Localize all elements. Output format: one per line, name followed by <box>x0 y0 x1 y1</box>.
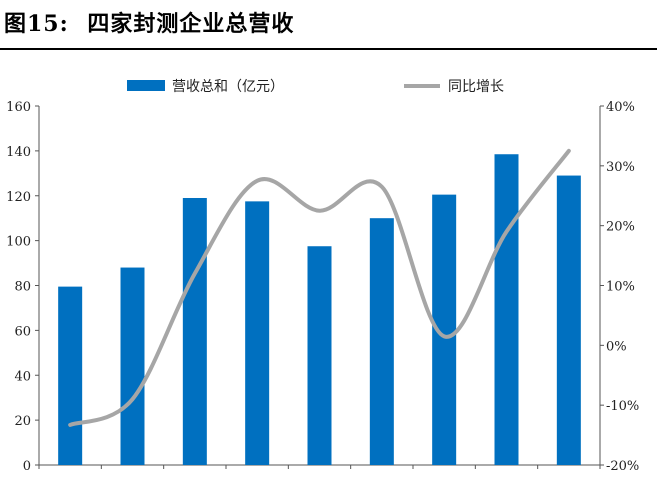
legend-line-label: 同比增长 <box>448 79 504 95</box>
right-tick-label: 20% <box>606 220 635 235</box>
left-tick-label: 160 <box>6 100 31 115</box>
right-tick-label: -20% <box>606 459 639 474</box>
left-tick-label: 20 <box>14 414 31 429</box>
left-tick-label: 0 <box>23 459 31 474</box>
revenue-bar <box>120 267 145 465</box>
revenue-bar <box>58 286 83 465</box>
left-tick-label: 40 <box>14 369 31 384</box>
right-tick-label: 40% <box>606 100 635 115</box>
right-tick-label: 10% <box>606 280 635 295</box>
title-divider <box>0 48 657 50</box>
legend: 营收总和（亿元） 同比增长 <box>127 79 504 95</box>
right-tick-label: 30% <box>606 160 635 175</box>
left-tick-label: 120 <box>6 190 31 205</box>
revenue-bar <box>556 175 581 465</box>
right-tick-label: 0% <box>606 339 627 354</box>
right-axis: -20% -10% 0% 10% 20% 30% 40% <box>599 100 639 474</box>
growth-line <box>68 148 571 427</box>
revenue-bar <box>494 154 519 465</box>
revenue-bar <box>245 201 270 465</box>
legend-bar-swatch <box>127 80 165 91</box>
revenue-bar <box>182 197 207 465</box>
revenue-bar <box>307 246 332 465</box>
bar-series <box>58 154 581 466</box>
revenue-bar <box>369 218 394 465</box>
legend-bar-label: 营收总和（亿元） <box>172 79 284 95</box>
figure-label: 图15: <box>4 11 69 37</box>
left-tick-label: 60 <box>14 324 31 339</box>
left-tick-label: 100 <box>6 235 31 250</box>
right-tick-label: -10% <box>606 399 639 414</box>
figure-title: 图15: 四家封测企业总营收 <box>4 6 294 38</box>
line-series <box>68 148 571 427</box>
left-tick-label: 80 <box>14 280 31 295</box>
figure-title-text: 四家封测企业总营收 <box>87 11 295 37</box>
left-tick-label: 140 <box>6 145 31 160</box>
